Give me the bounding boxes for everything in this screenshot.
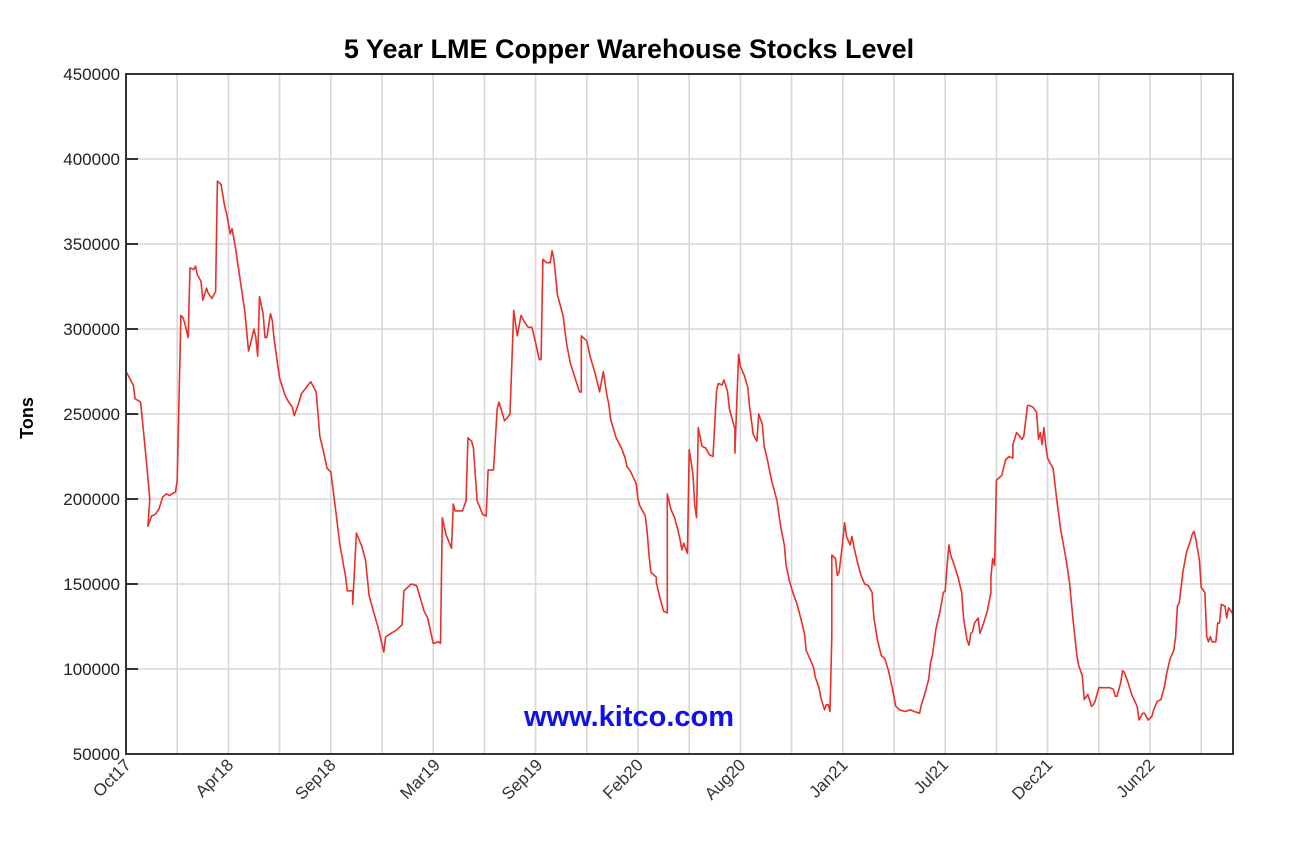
y-tick-label: 450000 xyxy=(63,65,120,84)
x-tick-label: Feb20 xyxy=(599,755,647,803)
y-tick-label: 200000 xyxy=(63,490,120,509)
x-tick-label: Aug20 xyxy=(701,755,749,803)
x-axis-ticks: Oct17 Apr18 Sep18 Mar19 Sep19 Feb20 Aug20 Jan21… xyxy=(89,755,1159,803)
gridlines xyxy=(126,73,1233,755)
y-tick-label: 150000 xyxy=(63,575,120,594)
chart-title: 5 Year LME Copper Warehouse Stocks Level xyxy=(344,34,914,64)
stocks-line xyxy=(125,180,1234,721)
x-tick-label: Dec21 xyxy=(1008,755,1056,803)
y-tick-label: 350000 xyxy=(63,235,120,254)
y-tick-label: 50000 xyxy=(73,745,120,764)
y-tick-label: 300000 xyxy=(63,320,120,339)
x-tick-label: Apr18 xyxy=(192,755,238,801)
x-tick-label: Jun22 xyxy=(1113,755,1159,801)
y-tick-label: 400000 xyxy=(63,150,120,169)
watermark-kitco: www.kitco.com xyxy=(523,701,734,733)
y-axis-label: Tons xyxy=(17,397,37,439)
x-tick-label: Mar19 xyxy=(396,755,444,803)
x-tick-label: Jul21 xyxy=(910,755,952,797)
x-tick-label: Jan21 xyxy=(805,755,851,801)
plot-frame xyxy=(125,73,1234,755)
x-tick-label: Sep18 xyxy=(291,755,339,803)
y-axis-ticks: 50000 100000 150000 200000 250000 300000 35000… xyxy=(63,65,138,764)
y-tick-label: 100000 xyxy=(63,660,120,679)
x-tick-label: Sep19 xyxy=(498,755,546,803)
y-tick-label: 250000 xyxy=(63,405,120,424)
